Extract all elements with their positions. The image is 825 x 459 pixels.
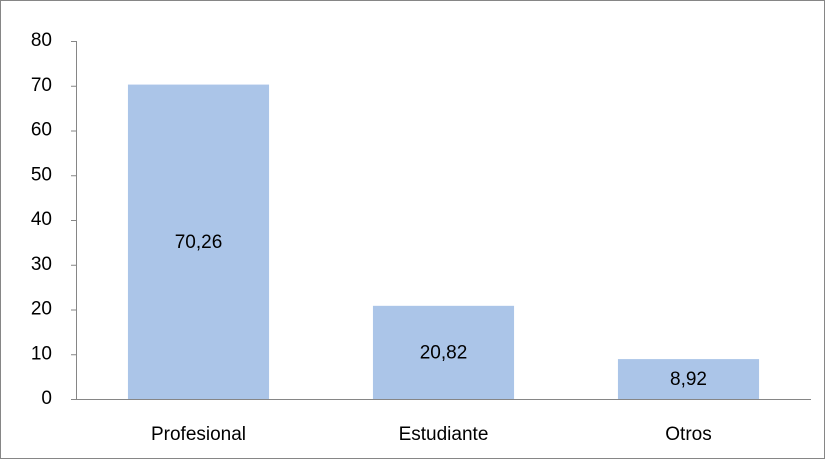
y-tick-label: 20 (31, 299, 52, 320)
y-tick-label: 70 (31, 75, 52, 96)
bar (617, 359, 760, 399)
value-label: 20,82 (420, 342, 468, 363)
y-tick-label: 10 (31, 343, 52, 364)
bar (127, 84, 270, 400)
value-label: 8,92 (670, 369, 707, 390)
y-tick-label: 80 (31, 30, 52, 51)
y-tick-label: 0 (41, 388, 52, 409)
x-tick-label: Estudiante (399, 424, 489, 445)
y-tick-label: 60 (31, 120, 52, 141)
y-tick-label: 50 (31, 164, 52, 185)
y-tick-label: 30 (31, 254, 52, 275)
x-tick-label: Otros (665, 424, 711, 445)
value-label: 70,26 (175, 232, 223, 253)
x-tick-label: Profesional (151, 424, 246, 445)
bar (372, 305, 515, 399)
y-tick-label: 40 (31, 209, 52, 230)
